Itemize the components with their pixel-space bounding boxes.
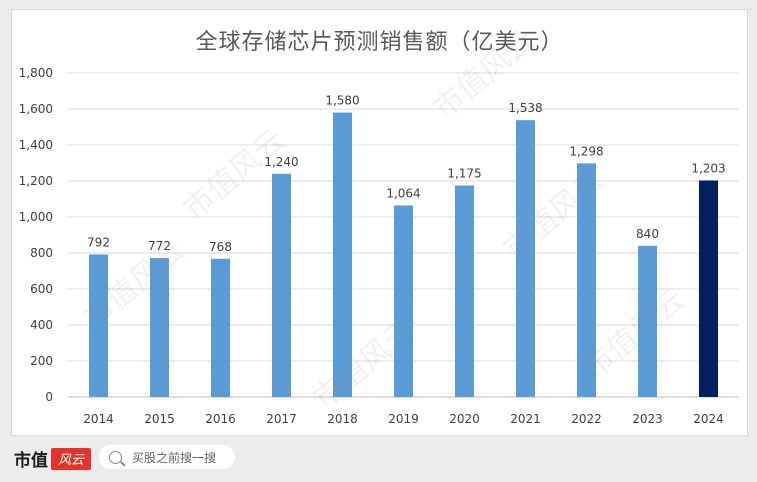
y-tick-label: 800	[30, 246, 53, 260]
chart-card: 全球存储芯片预测销售额（亿美元） 0 200 400 600 800 1,000 1,200…	[11, 9, 748, 436]
bar	[150, 258, 169, 397]
bar	[455, 185, 474, 397]
data-label: 792	[87, 235, 110, 249]
bar	[638, 245, 657, 397]
brand-mark-icon: 风云	[51, 447, 91, 470]
bar	[394, 205, 413, 397]
footer-bar: 市值 风云 买股之前搜一搜	[0, 434, 757, 482]
y-tick-label: 1,400	[19, 138, 53, 152]
x-tick-label: 2015	[144, 412, 175, 426]
y-tick-label: 200	[30, 354, 53, 368]
x-tick-label: 2021	[510, 412, 541, 426]
y-tick-label: 1,000	[19, 210, 53, 224]
y-tick-label: 1,800	[19, 66, 53, 80]
bar	[699, 180, 718, 397]
search-icon	[109, 450, 122, 464]
x-tick-label: 2020	[449, 412, 480, 426]
bar	[577, 163, 596, 397]
x-tick-label: 2014	[83, 412, 114, 426]
y-tick-label: 400	[30, 318, 53, 332]
x-tick-label: 2017	[266, 412, 297, 426]
x-tick-label: 2024	[693, 412, 724, 426]
data-label: 768	[209, 240, 232, 254]
x-tick-label: 2018	[327, 412, 358, 426]
brand-logo[interactable]: 市值 风云	[14, 446, 91, 471]
data-label: 1,538	[508, 101, 542, 115]
bar	[516, 120, 535, 397]
bar	[211, 258, 230, 397]
data-label: 1,240	[264, 155, 298, 169]
search-placeholder: 买股之前搜一搜	[132, 450, 217, 465]
bar	[333, 112, 352, 397]
brand-name: 市值	[14, 451, 48, 471]
y-tick-label: 0	[45, 390, 53, 404]
y-tick-label: 600	[30, 282, 53, 296]
y-tick-label: 1,600	[19, 102, 53, 116]
data-label: 772	[148, 239, 171, 253]
x-tick-label: 2022	[571, 412, 602, 426]
data-label: 1,298	[569, 144, 603, 158]
bar-chart: 0 200 400 600 800 1,000 1,200 1,400 1,600 1,800 79…	[19, 66, 739, 426]
x-tick-label: 2023	[632, 412, 663, 426]
data-label: 1,064	[386, 186, 420, 200]
data-label: 1,203	[691, 161, 725, 175]
y-tick-label: 1,200	[19, 174, 53, 188]
data-label: 1,175	[447, 167, 481, 181]
x-tick-label: 2016	[205, 412, 236, 426]
search-box[interactable]: 买股之前搜一搜	[99, 445, 235, 469]
data-label: 1,580	[325, 94, 359, 108]
x-tick-label: 2019	[388, 412, 419, 426]
bar	[272, 173, 291, 397]
chart-title: 全球存储芯片预测销售额（亿美元）	[195, 30, 564, 55]
data-label: 840	[636, 227, 659, 241]
bar	[89, 254, 108, 397]
